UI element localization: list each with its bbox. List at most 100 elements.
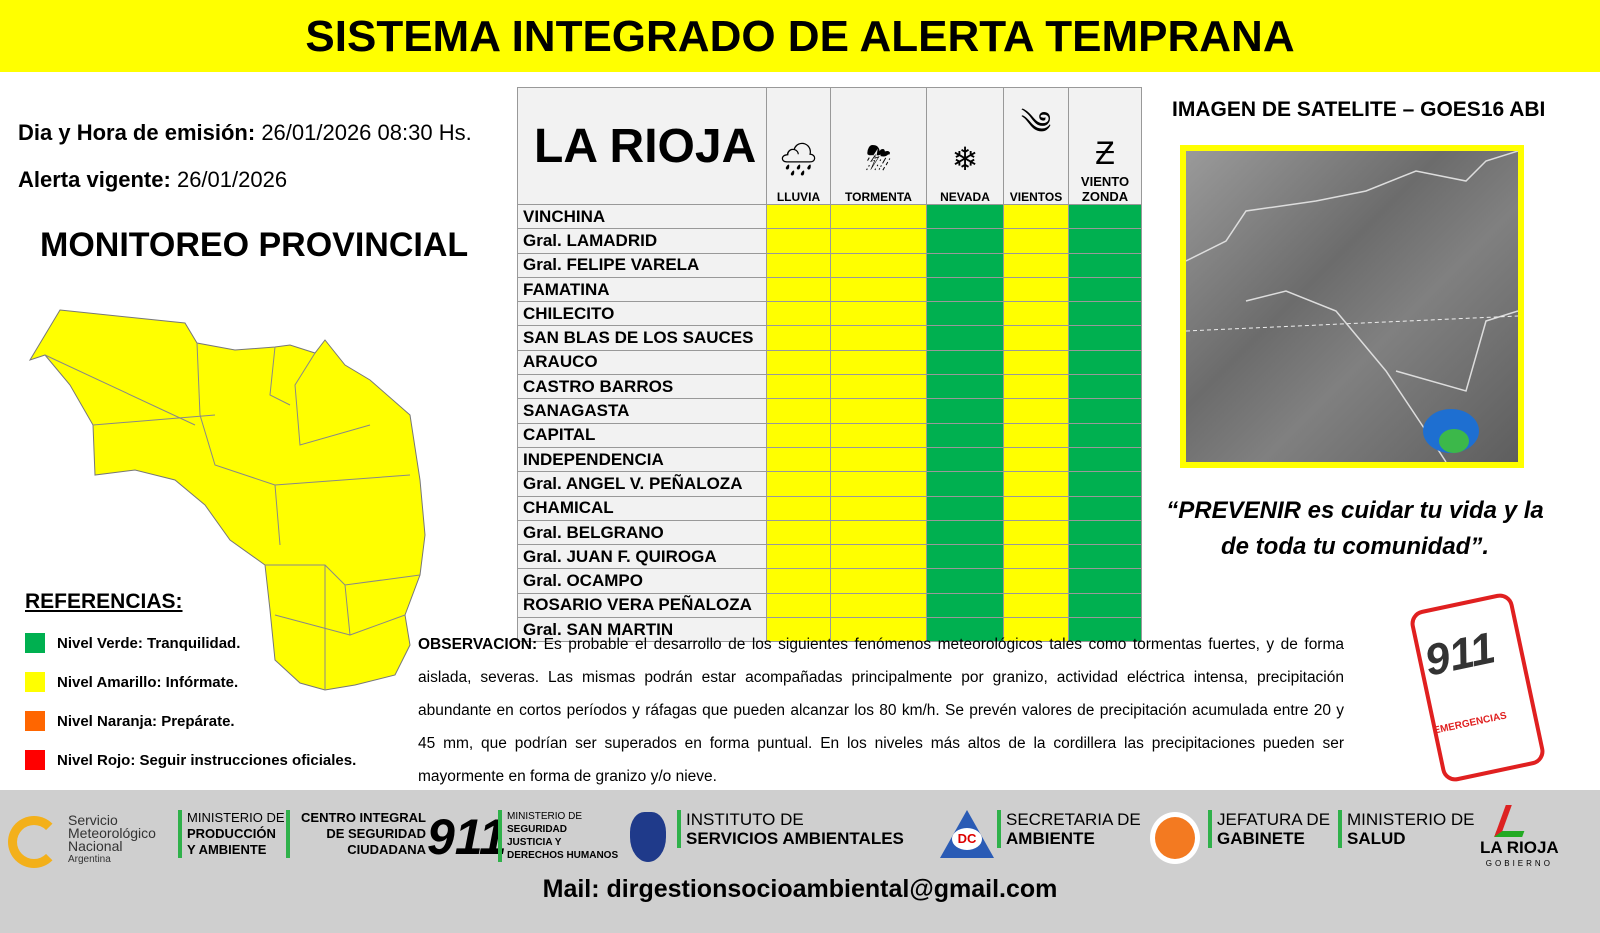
alert-cell-yellow <box>830 568 927 594</box>
col-label: TORMENTA <box>845 190 912 204</box>
yellow-swatch <box>25 672 45 692</box>
alert-cell-yellow <box>766 252 831 278</box>
alert-cell-green <box>926 252 1004 278</box>
logo-gobierno: LA RIOJA GOBIERNO <box>1480 838 1559 868</box>
table-row: Gral. OCAMPO <box>517 568 1142 594</box>
alert-cell-yellow <box>766 374 831 400</box>
department-name: Gral. LAMADRID <box>517 228 767 254</box>
alert-cell-green <box>926 398 1004 424</box>
alert-cell-green <box>1068 422 1142 448</box>
department-name: SAN BLAS DE LOS SAUCES <box>517 325 767 351</box>
col-lluvia: 🌧 LLUVIA <box>766 87 831 205</box>
alert-cell-green <box>1068 203 1142 230</box>
alert-cell-yellow <box>766 544 831 570</box>
alert-cell-green <box>926 519 1004 546</box>
alert-cell-yellow <box>830 374 927 400</box>
alert-cell-green <box>926 471 1004 497</box>
alert-cell-yellow <box>1003 422 1069 448</box>
alert-cell-green <box>926 446 1004 473</box>
col-label: VIENTOS <box>1009 190 1063 204</box>
contact-mail[interactable]: Mail: dirgestionsocioambiental@gmail.com <box>542 875 1058 903</box>
alert-cell-green <box>1068 325 1142 351</box>
alert-cell-yellow <box>766 446 831 473</box>
reference-label: Nivel Rojo: Seguir instrucciones oficial… <box>57 751 357 769</box>
alert-cell-green <box>926 228 1004 254</box>
observation-label: OBSERVACION: <box>418 636 538 653</box>
alert-cell-yellow <box>766 592 831 619</box>
alert-cell-yellow <box>766 276 831 303</box>
alert-cell-green <box>1068 446 1142 473</box>
department-name: CASTRO BARROS <box>517 374 767 400</box>
table-row: SAN BLAS DE LOS SAUCES <box>517 325 1142 351</box>
alert-cell-yellow <box>766 519 831 546</box>
alert-cell-yellow <box>766 422 831 448</box>
col-tormenta: ⛈ TORMENTA <box>830 87 927 205</box>
table-row: CASTRO BARROS <box>517 374 1142 400</box>
alert-cell-yellow <box>1003 252 1069 278</box>
alert-cell-yellow <box>830 422 927 448</box>
alert-cell-green <box>926 568 1004 594</box>
alert-cell-green <box>1068 617 1142 643</box>
alert-cell-yellow <box>830 446 927 473</box>
alert-cell-green <box>1068 301 1142 327</box>
alert-cell-yellow <box>830 617 927 643</box>
alert-cell-yellow <box>1003 276 1069 303</box>
references-title: REFERENCIAS: <box>25 590 183 613</box>
alert-cell-yellow <box>766 495 831 521</box>
department-name: Gral. JUAN F. QUIROGA <box>517 544 767 570</box>
alert-cell-yellow <box>766 617 831 643</box>
table-row: ROSARIO VERA PEÑALOZA <box>517 592 1142 619</box>
smn-logo: Servicio Meteorológico Nacional Argentina <box>68 812 156 865</box>
dc-label: DC <box>952 828 982 850</box>
alert-cell-green <box>926 544 1004 570</box>
alert-cell-yellow <box>830 398 927 424</box>
storm-icon: ⛈ <box>865 140 892 176</box>
footer: Servicio Meteorológico Nacional Argentina M… <box>0 790 1600 933</box>
alert-cell-yellow <box>830 203 927 230</box>
alert-cell-green <box>1068 471 1142 497</box>
alert-cell-green <box>1068 276 1142 303</box>
table-row: Gral. FELIPE VARELA <box>517 252 1142 278</box>
alert-cell-green <box>926 592 1004 619</box>
banner-title: SISTEMA INTEGRADO DE ALERTA TEMPRANA <box>0 0 1600 72</box>
alert-cell-yellow <box>766 568 831 594</box>
reference-red: Nivel Rojo: Seguir instrucciones oficial… <box>25 750 356 770</box>
table-row: Gral. BELGRANO <box>517 519 1142 546</box>
emergency-911-graphic: 911 EMERGENCIAS <box>1385 590 1565 785</box>
alert-cell-green <box>926 325 1004 351</box>
alert-cell-green <box>1068 398 1142 424</box>
alert-cell-yellow <box>1003 471 1069 497</box>
department-name: Gral. ANGEL V. PEÑALOZA <box>517 471 767 497</box>
alert-table: LA RIOJA 🌧 LLUVIA ⛈ TORMENTA ❄ NEVADA ༄ VIEN… <box>517 87 1142 643</box>
alert-cell-yellow <box>830 544 927 570</box>
alert-cell-green <box>926 422 1004 448</box>
department-name: INDEPENDENCIA <box>517 446 767 473</box>
alert-cell-yellow <box>766 228 831 254</box>
observation: OBSERVACION: Es probable el desarrollo d… <box>418 628 1344 793</box>
table-row: Gral. SAN MARTIN <box>517 617 1142 643</box>
logo-produccion: MINISTERIO DE PRODUCCIÓN Y AMBIENTE <box>178 810 285 858</box>
table-row: CHAMICAL <box>517 495 1142 521</box>
logo-secretaria: SECRETARIA DE AMBIENTE <box>997 810 1141 848</box>
reference-yellow: Nivel Amarillo: Infórmate. <box>25 672 356 692</box>
alert-cell-green <box>926 495 1004 521</box>
alert-cell-green <box>1068 349 1142 376</box>
alert-cell-green <box>1068 568 1142 594</box>
wind-icon: ༄ <box>1020 105 1052 141</box>
alert-cell-yellow <box>830 471 927 497</box>
department-name: Gral. BELGRANO <box>517 519 767 546</box>
col-nevada: ❄ NEVADA <box>926 87 1004 205</box>
alert-cell-green <box>1068 519 1142 546</box>
jefatura-seal-icon <box>1150 812 1200 864</box>
snowflake-icon: ❄ <box>951 141 979 177</box>
alert-cell-green <box>926 349 1004 376</box>
alert-cell-yellow <box>830 495 927 521</box>
gobierno-logo-icon <box>1494 805 1534 837</box>
alert-cell-green <box>1068 228 1142 254</box>
department-name: ROSARIO VERA PEÑALOZA <box>517 592 767 619</box>
alert-cell-yellow <box>1003 544 1069 570</box>
table-row: SANAGASTA <box>517 398 1142 424</box>
emission-value: 26/01/2026 08:30 Hs. <box>261 120 472 145</box>
table-row: CHILECITO <box>517 301 1142 327</box>
valid-label: Alerta vigente: <box>18 167 171 192</box>
